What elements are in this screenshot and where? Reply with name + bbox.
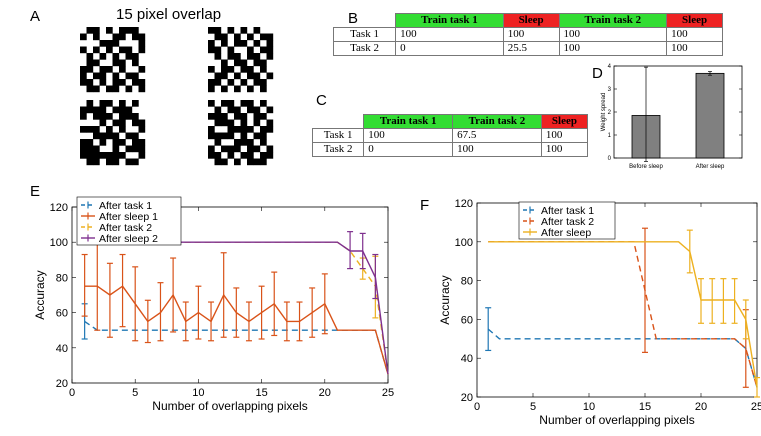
chart-f-ylabel: Accuracy	[438, 275, 452, 324]
chart-d-ytick-label: 4	[608, 64, 612, 70]
table-c-row-label: Task 1	[311, 128, 365, 143]
chart-e-legend-label: After task 1	[99, 200, 152, 212]
chart-e-legend-box	[76, 196, 182, 246]
panel-letter-d: D	[592, 65, 603, 82]
table-b-row-label: Task 1	[332, 27, 397, 42]
chart-f-xlabel: Number of overlapping pixels	[539, 413, 694, 427]
table-b-cell: 100	[502, 27, 560, 42]
chart-d-ytick-label: 2	[608, 110, 612, 116]
panel-letter-c: C	[316, 92, 327, 109]
chart-e-ytick-label: 120	[50, 202, 68, 214]
chart-e-ytick-label: 20	[56, 378, 68, 390]
table-b: Train task 1 Sleep Train task 2 Sleep Task 1…	[332, 13, 723, 56]
chart-f-series-line-2	[488, 241, 758, 388]
chart-e-legend-label: After sleep 2	[99, 233, 158, 245]
chart-f-ytick-label: 60	[461, 314, 473, 326]
table-row: Task 2 0 25.5 100 100	[332, 41, 723, 56]
chart-f-legend-label: After task 1	[541, 205, 594, 217]
chart-f-ytick-label: 20	[461, 392, 473, 404]
chart-e-xtick-label: 20	[319, 387, 331, 399]
table-c-cell: 100	[452, 142, 542, 157]
chart-d-ylabel: Weight spread	[601, 93, 607, 132]
chart-e-legend-label: After sleep 1	[99, 211, 158, 223]
table-b-header-1: Train task 1	[395, 13, 504, 28]
chart-f-ytick-label: 120	[455, 198, 473, 210]
chart-e-xtick-label: 15	[255, 387, 267, 399]
table-c-cell: 100	[540, 142, 589, 157]
chart-f-xtick-label: 20	[695, 401, 707, 413]
chart-e-frame	[71, 206, 389, 384]
chart-f-frame	[476, 202, 758, 398]
chart-d: 0 1 2 3 4 Before sleep After sleep Weight sprea…	[601, 64, 743, 170]
pixel-patterns-title: 15 pixel overlap	[116, 6, 222, 23]
table-c-header-1: Train task 1	[363, 114, 454, 129]
chart-e-xtick-label: 0	[69, 387, 75, 399]
table-b-cell: 100	[666, 41, 723, 56]
chart-e-xtick-label: 10	[192, 387, 204, 399]
chart-f-xtick-label: 0	[474, 401, 480, 413]
table-c-header-3: Sleep	[540, 114, 589, 129]
table-c-cell: 100	[540, 128, 589, 143]
chart-f-legend-label: After task 2	[541, 216, 594, 228]
chart-f-xtick-label: 25	[751, 401, 761, 413]
chart-f-series-line-3	[488, 241, 758, 388]
chart-f-xtick-label: 15	[639, 401, 651, 413]
chart-f-xtick-label: 10	[583, 401, 595, 413]
table-b-cell: 25.5	[502, 41, 560, 56]
chart-d-bar	[695, 72, 725, 159]
table-row: Task 1 100 67.5 100	[311, 128, 589, 143]
table-row: Task 2 0 100 100	[311, 142, 589, 157]
chart-e-ytick-label: 40	[56, 343, 68, 355]
chart-d-ytick-label: 1	[608, 133, 612, 139]
table-c-cell: 67.5	[452, 128, 542, 143]
table-b-row-label: Task 2	[332, 41, 397, 56]
chart-d-category-label: After sleep	[696, 164, 725, 170]
chart-f-legend-label: After sleep	[541, 227, 591, 239]
chart-f-ytick-label: 100	[455, 237, 473, 249]
chart-e-ytick-label: 100	[50, 237, 68, 249]
chart-e-ytick-label: 60	[56, 308, 68, 320]
chart-f-ytick-label: 80	[461, 276, 473, 288]
panel-letter-e: E	[30, 183, 41, 200]
chart-e-ylabel: Accuracy	[33, 270, 47, 319]
chart-d-ytick-label: 0	[608, 156, 612, 162]
chart-f-xtick-label: 5	[530, 401, 536, 413]
chart-f-series-line-1	[487, 328, 758, 388]
panel-letter-f: F	[420, 197, 430, 214]
chart-f-ytick-label: 40	[461, 353, 473, 365]
chart-d-category-label: Before sleep	[629, 164, 663, 170]
table-c: Train task 1 Train task 2 Sleep Task 1 100 67…	[311, 114, 589, 157]
chart-e-xtick-label: 5	[132, 387, 138, 399]
table-c-row-label: Task 2	[311, 142, 365, 157]
chart-e-xlabel: Number of overlapping pixels	[152, 399, 307, 413]
chart-e-ytick-label: 80	[56, 272, 68, 284]
chart-d-ytick-label: 3	[608, 87, 612, 93]
chart-e-xtick-label: 25	[382, 387, 394, 399]
table-b-header-3: Train task 2	[558, 13, 668, 28]
chart-f-legend-box	[518, 201, 616, 240]
panel-letter-a: A	[30, 8, 41, 25]
chart-e-legend-label: After task 2	[99, 222, 152, 234]
